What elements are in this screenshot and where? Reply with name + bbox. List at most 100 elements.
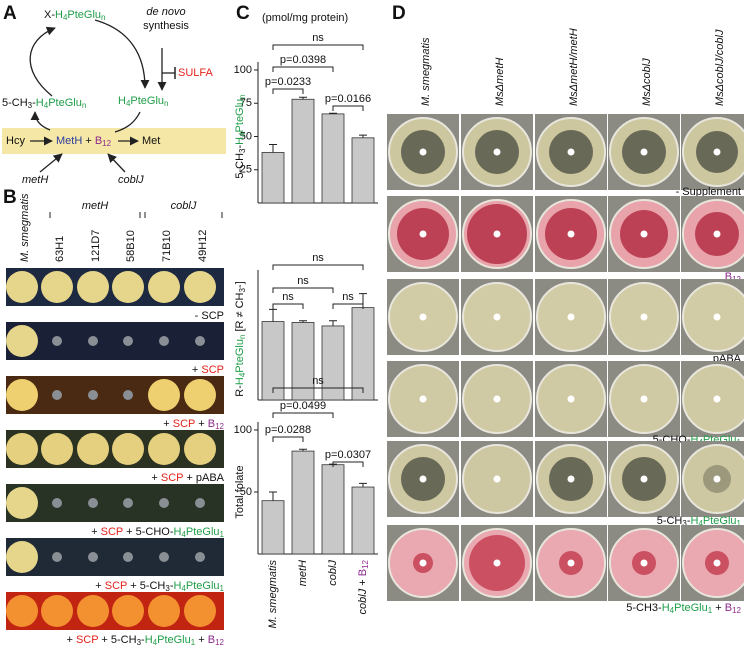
significance-label: ns	[312, 252, 324, 264]
text-run: H	[174, 526, 182, 538]
bar	[321, 464, 345, 555]
plate-strip	[6, 322, 224, 360]
text-run: M. smegmatis	[267, 560, 279, 629]
text-run: 4	[238, 372, 247, 377]
bar	[351, 486, 375, 555]
text-run: 12	[102, 139, 111, 148]
colony	[88, 498, 98, 508]
text-run: - SCP	[195, 310, 224, 322]
colony	[88, 552, 98, 562]
text-run: 3	[28, 101, 33, 110]
row-label: + SCP + pABA	[151, 472, 224, 484]
text-run: PteGlu	[234, 99, 246, 133]
bar	[291, 98, 315, 204]
disc	[419, 230, 427, 238]
plate-strip	[6, 538, 224, 576]
text-run: 3	[137, 638, 142, 647]
text-run: n	[82, 101, 86, 110]
colony	[148, 595, 180, 627]
text-run: +	[192, 364, 201, 376]
text-run: SULFA	[178, 67, 214, 79]
text-run: 1	[220, 530, 225, 539]
text-run: +	[66, 634, 75, 646]
error-bar	[269, 143, 277, 153]
disc	[640, 559, 648, 567]
significance-label: ns	[297, 275, 309, 287]
x-tick-label: M. smegmatis	[267, 560, 279, 629]
text-run: Hcy	[6, 135, 25, 147]
text-run: coblJ	[118, 174, 144, 186]
text-run: 1	[737, 519, 742, 528]
text-run: 5-CH	[657, 515, 683, 527]
disc	[419, 395, 427, 403]
colony	[123, 390, 133, 400]
x-tick-label: coblJ	[327, 560, 339, 586]
colony	[52, 552, 62, 562]
panel-label: A	[3, 3, 17, 24]
disc	[493, 313, 501, 321]
text-run: B	[95, 135, 102, 147]
text-run: 5-CH	[234, 153, 246, 179]
error-bar	[299, 448, 307, 452]
y-axis-label: R-H4PteGlun [R ≠ CH3-]	[234, 281, 247, 396]
diagram-label: Met	[142, 135, 160, 147]
text-run: +	[195, 418, 208, 430]
text-run: 5-CH	[2, 97, 28, 109]
disc	[713, 230, 721, 238]
colony	[41, 595, 73, 627]
y-axis-label: Total folate	[234, 465, 246, 518]
significance-bracket	[332, 461, 364, 467]
row-label: - SCP	[195, 310, 224, 322]
text-run: Total folate	[234, 465, 246, 518]
colony	[6, 433, 38, 465]
colony	[52, 390, 62, 400]
text-run: PteGlu	[186, 526, 220, 538]
text-run: metH	[297, 560, 309, 586]
column-header: M. smegmatis	[420, 37, 432, 106]
text-run: coblJ	[357, 588, 369, 614]
significance-label: p=0.0233	[265, 76, 311, 88]
text-run: B	[725, 271, 732, 283]
text-run: de novo	[146, 6, 185, 18]
diagram-label: H4PteGlun	[118, 95, 169, 108]
panel-label: B	[3, 187, 17, 208]
text-run: synthesis	[143, 20, 189, 32]
disc	[640, 395, 648, 403]
text-run: +	[151, 472, 160, 484]
text-run: -	[234, 145, 246, 149]
significance-bracket	[272, 412, 334, 418]
text-run: PteGlu	[703, 515, 737, 527]
text-run: H	[36, 97, 44, 109]
column-header: 63H1	[54, 236, 66, 262]
text-run: + 5-CH	[127, 580, 165, 592]
colony	[184, 595, 216, 627]
text-run: 4	[698, 519, 703, 528]
text-run: 3	[238, 287, 247, 292]
plate-strip	[6, 484, 224, 522]
text-run: 4	[153, 638, 158, 647]
error-bar	[329, 320, 337, 326]
row-label: - Supplement	[676, 186, 741, 198]
significance-label: p=0.0499	[280, 400, 326, 412]
arrow	[107, 153, 126, 173]
text-run: 4	[238, 132, 247, 137]
bar	[261, 152, 285, 204]
colony	[148, 433, 180, 465]
text-run: PteGlu	[157, 634, 191, 646]
column-header: MsΔcoblJ	[641, 58, 653, 106]
colony	[41, 271, 73, 303]
arrow	[29, 26, 56, 97]
diagram-label: de novo	[146, 6, 185, 18]
colony	[41, 433, 73, 465]
bar	[261, 500, 285, 555]
text-run: coblJ	[327, 560, 339, 586]
text-run: 3	[682, 519, 687, 528]
disc	[493, 475, 501, 483]
colony	[148, 271, 180, 303]
diagram-label: 5-CH3-H4PteGlun	[2, 97, 86, 110]
column-header: 58B10	[125, 230, 137, 262]
bar	[321, 113, 345, 204]
disc	[567, 475, 575, 483]
text-run: PteGlu	[674, 602, 708, 614]
disc	[713, 148, 721, 156]
